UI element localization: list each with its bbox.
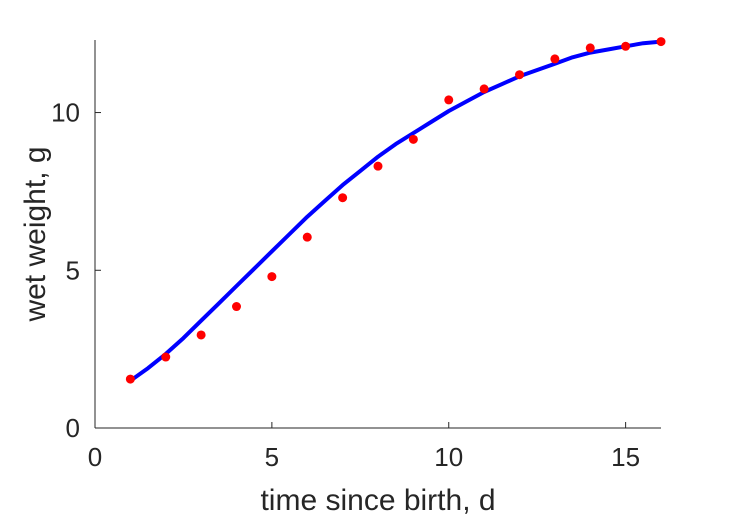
data-point <box>338 193 348 203</box>
y-tick-label: 0 <box>66 413 80 443</box>
data-point <box>550 54 560 64</box>
y-tick-label: 5 <box>66 255 80 285</box>
x-tick-label: 10 <box>434 442 463 472</box>
data-point <box>196 330 206 340</box>
axes <box>94 40 661 429</box>
fit-curve <box>128 39 663 383</box>
y-ticks: 0 5 10 <box>51 98 101 443</box>
data-point <box>444 95 454 105</box>
data-point <box>373 161 383 171</box>
y-axis-label: wet weight, g <box>19 146 52 322</box>
data-point <box>232 302 241 312</box>
data-point <box>585 43 595 53</box>
x-tick-label: 5 <box>265 442 279 472</box>
y-tick-label: 10 <box>51 98 80 128</box>
data-point <box>621 41 631 51</box>
data-point <box>125 374 135 384</box>
fit-line-group <box>128 39 663 383</box>
x-tick-label: 15 <box>611 442 640 472</box>
data-point <box>161 352 171 362</box>
x-ticks: 0 5 10 15 <box>88 422 640 472</box>
x-tick-label: 0 <box>88 442 102 472</box>
data-point <box>656 37 666 47</box>
x-axis-label: time since birth, d <box>260 484 495 517</box>
data-point <box>408 134 418 144</box>
data-point <box>479 84 489 94</box>
data-points <box>125 37 666 384</box>
data-point <box>515 70 524 80</box>
data-point <box>302 232 312 242</box>
data-point <box>267 272 277 282</box>
